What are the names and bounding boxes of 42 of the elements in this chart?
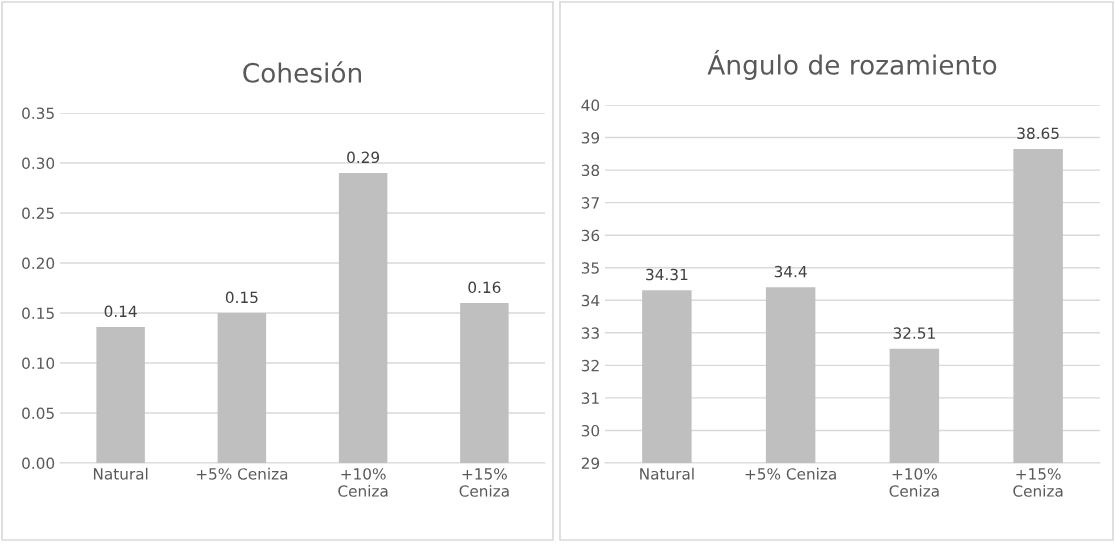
y-tick-label: 38	[581, 164, 600, 177]
y-tick-label: 30	[581, 424, 600, 437]
y-tick-label: 39	[581, 132, 600, 144]
data-label: 38.65	[1017, 127, 1059, 140]
y-tick-label: 37	[581, 197, 599, 209]
y-tick-label: 33	[581, 327, 599, 339]
x-tick-label: +10% Ceniza	[889, 468, 939, 497]
x-tick-label: +5% Ceniza	[745, 467, 836, 480]
data-label: 0.29	[347, 151, 380, 164]
y-tick-label: 32	[581, 359, 599, 372]
bar	[96, 327, 145, 463]
x-tick-label: Natural	[93, 467, 148, 480]
data-label: 34.4	[774, 265, 807, 278]
bar	[338, 173, 388, 463]
x-tick-label: +15% Ceniza	[1013, 468, 1063, 497]
y-tick-label: 29	[581, 457, 600, 470]
y-tick-label: 0.05	[22, 407, 54, 420]
y-tick-label: 0.25	[22, 207, 54, 220]
bar	[460, 303, 509, 463]
y-tick-label: 0.15	[22, 307, 54, 320]
y-tick-label: 0.00	[22, 457, 55, 470]
data-label: 0.15	[225, 291, 258, 304]
chart-title: Cohesión	[243, 61, 361, 83]
y-tick-label: 0.30	[22, 157, 55, 170]
data-label: 32.51	[893, 327, 935, 339]
data-label: 34.31	[646, 268, 688, 281]
x-tick-label: +15% Ceniza	[459, 468, 509, 497]
x-tick-label: +5% Ceniza	[196, 467, 288, 480]
bar	[217, 313, 267, 463]
y-tick-label: 0.20	[22, 257, 55, 270]
y-tick-label: 31	[581, 392, 599, 404]
y-tick-label: 0.35	[22, 107, 54, 120]
y-tick-label: 35	[581, 262, 599, 274]
x-tick-label: Natural	[640, 467, 694, 480]
x-tick-label: +10% Ceniza	[338, 468, 388, 497]
y-tick-label: 34	[581, 294, 600, 307]
chart-title: Ángulo de rozamiento	[707, 50, 997, 80]
data-label: 0.16	[468, 281, 501, 294]
data-label: 0.14	[104, 305, 137, 318]
y-tick-label: 40	[581, 99, 600, 112]
y-tick-label: 0.10	[22, 357, 55, 370]
y-tick-label: 36	[581, 229, 600, 242]
